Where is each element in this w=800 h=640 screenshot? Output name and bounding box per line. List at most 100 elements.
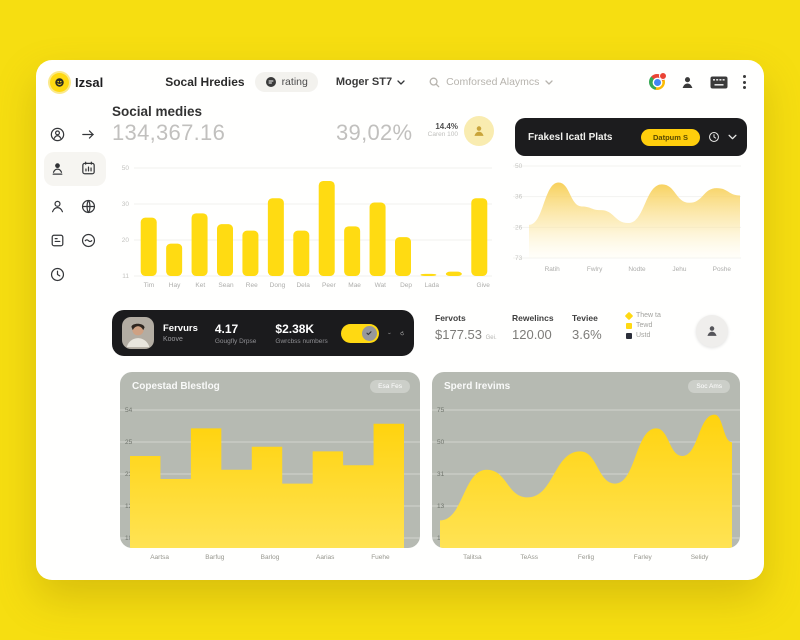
bar [369, 202, 386, 276]
x-axis-label: Ratih [544, 266, 560, 273]
panel-title: Sperd Irevims [444, 381, 511, 392]
y-tick-label: 54 [125, 407, 133, 414]
bar [445, 271, 462, 276]
page-title: Social medies [112, 104, 203, 119]
browser-logo-icon[interactable] [649, 72, 667, 90]
profile-metric-2-value: $2.38K [275, 321, 315, 336]
keyboard-icon[interactable] [710, 76, 728, 89]
forecast-action-button[interactable]: Datpum S [640, 128, 700, 146]
y-tick-label: 73 [515, 255, 523, 262]
y-tick-label: 11 [122, 273, 129, 280]
search-text: Comforsed Alaymcs [446, 76, 540, 88]
x-axis-label: Ferlig [577, 554, 595, 561]
arrow-right-icon[interactable] [80, 126, 97, 143]
x-axis-label: Aarias [315, 554, 335, 561]
x-axis-label: Ree [245, 282, 258, 289]
y-tick-label: 31 [437, 471, 445, 478]
user-circle-icon[interactable] [49, 126, 66, 143]
bar [242, 230, 259, 276]
rating-pill-label: rating [281, 76, 308, 88]
step-area-path [130, 423, 404, 548]
rating-pill[interactable]: rating [254, 72, 318, 92]
x-axis-label: Mae [348, 282, 361, 289]
panel-header: Copestad Blestlog Esa Fes [132, 380, 410, 393]
user-badge-icon[interactable] [49, 160, 66, 177]
y-tick-label: 50 [437, 439, 445, 446]
y-tick-label: 25 [125, 439, 133, 446]
bar [293, 230, 310, 276]
circle-wave-icon[interactable] [80, 232, 97, 249]
legend: Thew ta Tewd Ustd [624, 311, 661, 339]
bar [217, 224, 233, 276]
sidebar-row [49, 232, 97, 249]
x-axis-label: Barfug [205, 554, 225, 561]
secondary-metric: 39,02% [336, 120, 413, 145]
refresh-icon[interactable] [400, 327, 404, 340]
delta-caption: Caren 100 [427, 131, 458, 138]
globe-icon[interactable] [80, 198, 97, 215]
app-window: Izsal Socal Hredies rating Moger ST7 Com… [36, 60, 764, 580]
stat-label: Rewelincs [512, 313, 554, 323]
metric-avatar-button[interactable] [464, 116, 494, 146]
search-input[interactable]: Comforsed Alaymcs [429, 76, 554, 88]
x-axis-label: Peer [322, 282, 336, 289]
stat-value: 120.00 [512, 327, 552, 342]
profile-metric-1: 4.17 Gougfly Drpse [215, 322, 257, 345]
x-axis-label: Hay [168, 282, 181, 289]
bar [420, 273, 437, 276]
x-axis-label: Dong [269, 282, 286, 289]
chevron-down-icon [397, 79, 405, 85]
user-outline-icon[interactable] [49, 198, 66, 215]
app-logo[interactable]: Izsal [50, 72, 103, 92]
overflow-menu-icon[interactable] [743, 75, 746, 89]
toggle-switch[interactable] [340, 323, 379, 343]
x-axis-label: Give [476, 282, 490, 289]
panel-action-button[interactable]: Soc Ams [688, 380, 730, 393]
stat-followers: Fervots $177.53 Gei. [435, 313, 497, 342]
profile-metric-1-label: Gougfly Drpse [214, 337, 257, 345]
clock-icon[interactable] [708, 131, 720, 143]
legend-item: Tewd [626, 322, 661, 329]
manager-dropdown[interactable]: Moger ST7 [336, 76, 405, 88]
profile-metric-2: $2.38K Gwrcbss numbers [275, 322, 327, 345]
profile-summary-card[interactable]: Fervurs Koove 4.17 Gougfly Drpse $2.38K … [112, 310, 414, 356]
profile-metric-1-value: 4.17 [214, 321, 239, 336]
chevron-down-icon[interactable] [728, 134, 737, 140]
legend-label: Ustd [636, 332, 651, 339]
user-icon[interactable] [680, 75, 695, 90]
x-axis-label: Sean [218, 282, 234, 289]
primary-metric: 134,367.16 [112, 120, 226, 145]
wave-chart-x-axis: Talitsa TeAss Ferlig Farley Selidy [432, 554, 740, 561]
chevron-down-icon[interactable] [387, 331, 391, 336]
engagement-bar-chart: 50 30 20 11 [122, 165, 492, 280]
y-tick-label: 30 [122, 201, 130, 208]
x-axis-label: Poshe [712, 266, 732, 273]
stat-label: Fervots [435, 313, 466, 323]
user-quick-button[interactable] [696, 315, 728, 347]
nav-item-social-medias[interactable]: Socal Hredies [165, 75, 245, 89]
y-tick-label: 10 [125, 535, 133, 542]
header-icons [649, 72, 746, 90]
bar [471, 198, 488, 276]
sidebar-active-highlight [44, 152, 106, 186]
stat-value: $177.53 [435, 327, 482, 342]
forecast-area-chart: 50 36 26 73 [513, 163, 741, 262]
clock-icon[interactable] [49, 266, 66, 283]
x-axis-label: Fuehe [371, 554, 390, 561]
calendar-chart-icon[interactable] [80, 160, 97, 177]
sidebar-row-active [49, 160, 97, 177]
x-axis-label: Farley [633, 554, 652, 561]
panel-action-button[interactable]: Esa Fes [370, 380, 410, 393]
y-tick-label: 50 [515, 163, 523, 170]
card-icon[interactable] [49, 232, 66, 249]
y-tick-label: 23 [125, 471, 133, 478]
y-tick-label: 50 [122, 165, 130, 172]
bar [318, 180, 335, 276]
y-tick-label: 20 [122, 237, 130, 244]
sidebar-row [49, 126, 97, 143]
x-axis-label: Tim [143, 282, 155, 289]
bar [140, 217, 157, 276]
x-axis-label: Selidy [690, 554, 709, 561]
y-tick-label: 36 [515, 194, 523, 201]
